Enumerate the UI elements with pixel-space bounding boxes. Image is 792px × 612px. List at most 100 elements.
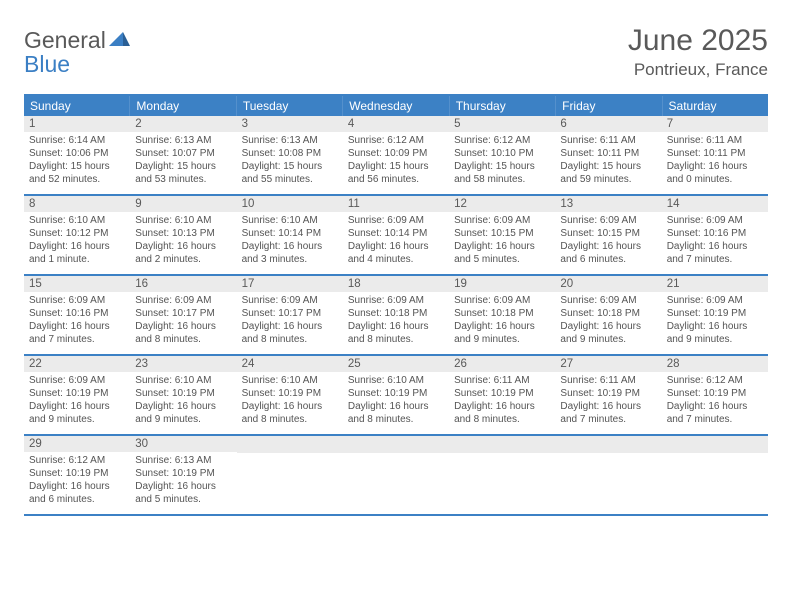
day-number (555, 436, 661, 453)
logo-line2: Blue (24, 51, 70, 77)
day-body: Sunrise: 6:09 AMSunset: 10:14 PMDaylight… (343, 212, 449, 270)
day-header: Monday (130, 96, 236, 116)
day-header: Sunday (24, 96, 130, 116)
day-body (449, 453, 555, 509)
day-number: 24 (237, 356, 343, 372)
day-body: Sunrise: 6:11 AMSunset: 10:19 PMDaylight… (555, 372, 661, 430)
day-header: Saturday (663, 96, 768, 116)
day-number: 13 (555, 196, 661, 212)
day-number (343, 436, 449, 453)
calendar-cell: 1Sunrise: 6:14 AMSunset: 10:06 PMDayligh… (24, 116, 130, 194)
day-number (662, 436, 768, 453)
month-title: June 2025 (628, 24, 768, 58)
day-body: Sunrise: 6:11 AMSunset: 10:19 PMDaylight… (449, 372, 555, 430)
calendar-cell: 6Sunrise: 6:11 AMSunset: 10:11 PMDayligh… (555, 116, 661, 194)
day-number: 28 (662, 356, 768, 372)
day-body (237, 453, 343, 509)
calendar-cell: 10Sunrise: 6:10 AMSunset: 10:14 PMDaylig… (237, 196, 343, 274)
day-number: 11 (343, 196, 449, 212)
day-number: 17 (237, 276, 343, 292)
logo: General Blue (24, 24, 131, 76)
day-body: Sunrise: 6:09 AMSunset: 10:16 PMDaylight… (24, 292, 130, 350)
calendar-cell: 5Sunrise: 6:12 AMSunset: 10:10 PMDayligh… (449, 116, 555, 194)
day-body: Sunrise: 6:10 AMSunset: 10:19 PMDaylight… (130, 372, 236, 430)
calendar-cell: 15Sunrise: 6:09 AMSunset: 10:16 PMDaylig… (24, 276, 130, 354)
day-number: 25 (343, 356, 449, 372)
day-body: Sunrise: 6:09 AMSunset: 10:15 PMDaylight… (555, 212, 661, 270)
day-number (449, 436, 555, 453)
day-body (662, 453, 768, 509)
calendar-cell (343, 436, 449, 514)
week-row: 22Sunrise: 6:09 AMSunset: 10:19 PMDaylig… (24, 356, 768, 436)
day-number: 14 (662, 196, 768, 212)
day-body: Sunrise: 6:12 AMSunset: 10:10 PMDaylight… (449, 132, 555, 190)
day-body: Sunrise: 6:09 AMSunset: 10:18 PMDaylight… (343, 292, 449, 350)
day-number: 3 (237, 116, 343, 132)
day-body: Sunrise: 6:14 AMSunset: 10:06 PMDaylight… (24, 132, 130, 190)
day-number: 20 (555, 276, 661, 292)
day-body: Sunrise: 6:12 AMSunset: 10:19 PMDaylight… (662, 372, 768, 430)
day-header: Wednesday (343, 96, 449, 116)
day-body: Sunrise: 6:10 AMSunset: 10:14 PMDaylight… (237, 212, 343, 270)
day-number: 19 (449, 276, 555, 292)
day-number: 22 (24, 356, 130, 372)
calendar-cell: 20Sunrise: 6:09 AMSunset: 10:18 PMDaylig… (555, 276, 661, 354)
day-body: Sunrise: 6:12 AMSunset: 10:19 PMDaylight… (24, 452, 130, 510)
calendar-cell: 12Sunrise: 6:09 AMSunset: 10:15 PMDaylig… (449, 196, 555, 274)
calendar-cell: 19Sunrise: 6:09 AMSunset: 10:18 PMDaylig… (449, 276, 555, 354)
day-number: 29 (24, 436, 130, 452)
day-number: 21 (662, 276, 768, 292)
calendar-cell: 2Sunrise: 6:13 AMSunset: 10:07 PMDayligh… (130, 116, 236, 194)
day-body: Sunrise: 6:10 AMSunset: 10:12 PMDaylight… (24, 212, 130, 270)
weeks-container: 1Sunrise: 6:14 AMSunset: 10:06 PMDayligh… (24, 116, 768, 516)
calendar-cell: 18Sunrise: 6:09 AMSunset: 10:18 PMDaylig… (343, 276, 449, 354)
day-number: 4 (343, 116, 449, 132)
day-body (555, 453, 661, 509)
week-row: 8Sunrise: 6:10 AMSunset: 10:12 PMDayligh… (24, 196, 768, 276)
day-body: Sunrise: 6:11 AMSunset: 10:11 PMDaylight… (555, 132, 661, 190)
week-row: 15Sunrise: 6:09 AMSunset: 10:16 PMDaylig… (24, 276, 768, 356)
day-body: Sunrise: 6:10 AMSunset: 10:19 PMDaylight… (343, 372, 449, 430)
day-body: Sunrise: 6:09 AMSunset: 10:17 PMDaylight… (237, 292, 343, 350)
day-body: Sunrise: 6:09 AMSunset: 10:15 PMDaylight… (449, 212, 555, 270)
calendar-cell (449, 436, 555, 514)
day-body: Sunrise: 6:09 AMSunset: 10:17 PMDaylight… (130, 292, 236, 350)
logo-line1: General (24, 27, 106, 53)
day-number: 5 (449, 116, 555, 132)
day-number: 18 (343, 276, 449, 292)
day-number: 7 (662, 116, 768, 132)
calendar: SundayMondayTuesdayWednesdayThursdayFrid… (24, 94, 768, 516)
calendar-cell: 8Sunrise: 6:10 AMSunset: 10:12 PMDayligh… (24, 196, 130, 274)
day-body: Sunrise: 6:09 AMSunset: 10:19 PMDaylight… (662, 292, 768, 350)
calendar-cell: 11Sunrise: 6:09 AMSunset: 10:14 PMDaylig… (343, 196, 449, 274)
day-number: 27 (555, 356, 661, 372)
day-body: Sunrise: 6:09 AMSunset: 10:16 PMDaylight… (662, 212, 768, 270)
day-number: 1 (24, 116, 130, 132)
logo-triangle-icon (109, 32, 131, 50)
day-number: 12 (449, 196, 555, 212)
day-body: Sunrise: 6:13 AMSunset: 10:07 PMDaylight… (130, 132, 236, 190)
day-body (343, 453, 449, 509)
day-body: Sunrise: 6:09 AMSunset: 10:18 PMDaylight… (449, 292, 555, 350)
day-number: 16 (130, 276, 236, 292)
day-body: Sunrise: 6:11 AMSunset: 10:11 PMDaylight… (662, 132, 768, 190)
day-body: Sunrise: 6:09 AMSunset: 10:19 PMDaylight… (24, 372, 130, 430)
calendar-cell: 23Sunrise: 6:10 AMSunset: 10:19 PMDaylig… (130, 356, 236, 434)
calendar-cell: 4Sunrise: 6:12 AMSunset: 10:09 PMDayligh… (343, 116, 449, 194)
day-header: Tuesday (237, 96, 343, 116)
calendar-cell: 26Sunrise: 6:11 AMSunset: 10:19 PMDaylig… (449, 356, 555, 434)
header: General Blue June 2025 Pontrieux, France (24, 24, 768, 80)
day-body: Sunrise: 6:13 AMSunset: 10:19 PMDaylight… (130, 452, 236, 510)
calendar-cell: 29Sunrise: 6:12 AMSunset: 10:19 PMDaylig… (24, 436, 130, 514)
calendar-cell (555, 436, 661, 514)
day-number: 15 (24, 276, 130, 292)
calendar-cell: 21Sunrise: 6:09 AMSunset: 10:19 PMDaylig… (662, 276, 768, 354)
calendar-cell: 17Sunrise: 6:09 AMSunset: 10:17 PMDaylig… (237, 276, 343, 354)
day-body: Sunrise: 6:10 AMSunset: 10:19 PMDaylight… (237, 372, 343, 430)
day-body: Sunrise: 6:12 AMSunset: 10:09 PMDaylight… (343, 132, 449, 190)
title-block: June 2025 Pontrieux, France (628, 24, 768, 80)
calendar-cell: 14Sunrise: 6:09 AMSunset: 10:16 PMDaylig… (662, 196, 768, 274)
day-body: Sunrise: 6:13 AMSunset: 10:08 PMDaylight… (237, 132, 343, 190)
day-number: 10 (237, 196, 343, 212)
calendar-cell: 30Sunrise: 6:13 AMSunset: 10:19 PMDaylig… (130, 436, 236, 514)
